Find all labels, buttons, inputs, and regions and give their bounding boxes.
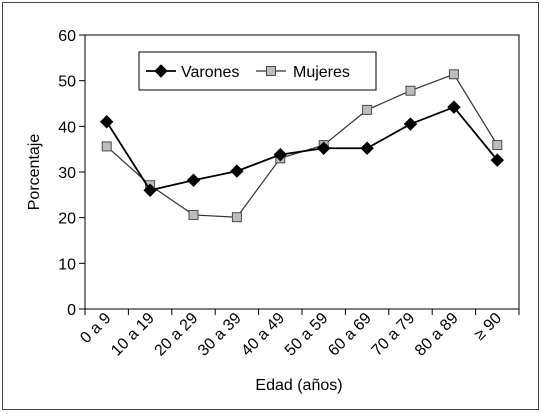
series-mujeres: [101, 69, 503, 223]
x-axis-label: Edad (años): [255, 377, 342, 394]
diamond-marker: [403, 117, 418, 131]
x-tick-label: 40 a 49: [238, 310, 288, 360]
legend-square-marker: [266, 66, 276, 76]
square-marker: [188, 209, 199, 220]
y-tick-label: 50: [58, 74, 76, 91]
x-tick-label: 10 a 19: [108, 310, 158, 360]
x-tick-label: 0 a 9: [77, 310, 114, 347]
diamond-marker: [99, 115, 114, 129]
square-marker: [492, 140, 503, 151]
x-tick-label: 70 a 79: [369, 310, 419, 360]
y-axis-label: Porcentaje: [26, 134, 43, 211]
y-tick-label: 60: [58, 28, 76, 45]
x-tick-label: 60 a 69: [325, 310, 375, 360]
diamond-marker: [316, 141, 331, 155]
y-tick-label: 0: [67, 302, 76, 319]
series-varones: [99, 100, 505, 197]
y-axis-ticks: 0 10 20 30 40 50 60: [58, 28, 85, 319]
x-tick-label: 20 a 29: [152, 310, 202, 360]
x-tick-label: 50 a 59: [282, 310, 332, 360]
legend-diamond-marker: [154, 64, 168, 78]
y-tick-label: 40: [58, 119, 76, 136]
series-layer: [99, 69, 505, 223]
y-tick-label: 20: [58, 211, 76, 228]
x-tick-label: 80 a 89: [412, 310, 462, 360]
diamond-marker: [143, 183, 157, 197]
square-marker: [101, 141, 112, 152]
square-marker: [448, 69, 459, 80]
x-tick-label: ≥ 90: [471, 310, 505, 344]
diamond-marker: [447, 100, 461, 114]
legend-label-mujeres: Mujeres: [293, 64, 350, 81]
chart-frame: 0 10 20 30 40 50 60 0 a 9 10 a 19 20 a 29 30 a 39…: [2, 2, 539, 410]
series-line: [105, 106, 498, 192]
legend: Varones Mujeres: [138, 51, 377, 91]
y-tick-label: 30: [58, 165, 76, 182]
legend-label-varones: Varones: [181, 64, 239, 81]
diamond-marker: [230, 164, 244, 178]
diamond-marker: [273, 147, 288, 162]
diamond-marker: [490, 153, 505, 167]
x-tick-label: 30 a 39: [195, 310, 245, 360]
square-marker: [405, 85, 416, 96]
square-marker: [362, 104, 373, 115]
square-marker: [231, 212, 242, 223]
series-line: [106, 73, 498, 218]
diamond-marker: [186, 173, 201, 187]
diamond-marker: [360, 141, 374, 155]
y-tick-label: 10: [58, 256, 76, 273]
